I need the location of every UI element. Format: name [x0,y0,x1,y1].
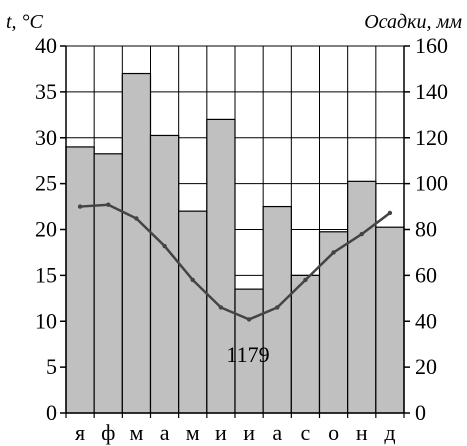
precipitation-bar [121,72,152,414]
precipitation-bar [262,205,292,414]
precipitation-bar [290,274,321,414]
category-label: с [301,420,311,445]
category-label: и [215,420,227,445]
temperature-point [218,305,224,310]
temperature-point [387,210,393,216]
right-tick-label: 60 [415,262,437,287]
category-label: о [328,420,339,445]
right-tick-label: 0 [415,400,426,425]
temperature-point [246,317,252,322]
precipitation-bar [318,231,349,414]
precipitation-bar [178,210,208,414]
category-label: а [160,420,170,445]
category-label: д [384,420,395,445]
temperature-point [303,277,308,283]
bar-layer [65,72,405,414]
left-tick-label: 5 [46,354,57,379]
temperature-point [275,305,280,310]
right-tick-label: 40 [415,308,437,333]
category-label: м [129,420,143,445]
right-tick-label: 20 [415,354,437,379]
precipitation-bar [206,118,236,414]
right-tick-label: 140 [415,79,448,104]
left-tick-label: 0 [46,400,57,425]
left-tick-label: 15 [35,262,57,287]
annual-precipitation-label: 1179 [226,342,269,367]
left-tick-label: 35 [35,79,57,104]
precipitation-bar [375,226,405,414]
left-tick-label: 25 [35,171,57,196]
category-label: м [186,420,200,445]
right-axis-label: Осадки, мм [364,11,462,33]
temperature-point [162,243,167,249]
temperature-point [190,277,195,283]
temperature-point [77,204,83,209]
left-tick-label: 10 [35,308,57,333]
temperature-point [106,202,111,207]
left-tick-label: 40 [35,33,57,58]
right-tick-label: 120 [415,125,448,150]
category-label: а [272,420,282,445]
right-tick-label: 100 [415,171,448,196]
right-tick-label: 160 [415,33,448,58]
temperature-point [359,231,364,237]
left-axis-label: t, °C [6,11,44,33]
category-label: и [243,420,255,445]
temperature-point [134,216,139,221]
temperature-line [80,203,391,321]
category-label: я [75,420,85,445]
precipitation-bar [347,180,377,414]
category-label: ф [101,420,115,445]
left-tick-label: 30 [35,125,57,150]
left-tick-label: 20 [35,217,57,242]
right-tick-label: 80 [415,217,437,242]
precipitation-bar [93,153,123,414]
line-layer [77,202,393,322]
temperature-point [331,250,336,255]
precipitation-bar [149,134,180,414]
precipitation-bar [65,146,95,414]
category-label: н [356,420,368,445]
